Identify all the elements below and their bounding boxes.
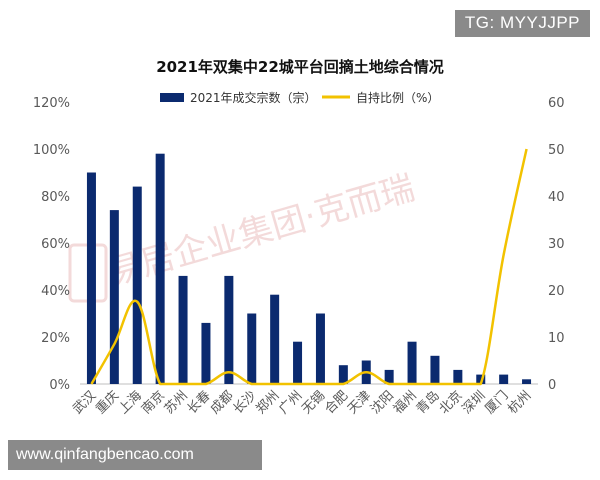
- bar: [293, 341, 303, 384]
- bar: [430, 355, 440, 384]
- left-axis-tick-label: 100%: [33, 143, 70, 158]
- chart-title: 2021年双集中22城平台回摘土地综合情况: [156, 58, 444, 76]
- left-axis-tick-label: 80%: [41, 190, 70, 205]
- x-axis-tick-label: 郑州: [253, 388, 282, 417]
- left-axis: 0% 20% 40% 60% 80% 100% 120%: [33, 96, 70, 393]
- x-axis-tick-label: 杭州: [505, 388, 534, 417]
- chart-svg: 易居企业集团·克而瑞 2021年双集中22城平台回摘土地综合情况 2021年成交…: [33, 58, 565, 418]
- bar: [86, 172, 96, 384]
- x-axis-tick-label: 合肥: [322, 388, 351, 417]
- watermark-text: 易居企业集团·克而瑞: [103, 168, 419, 294]
- bar: [499, 374, 509, 384]
- x-axis-tick-label: 福州: [391, 388, 420, 417]
- x-axis-tick-label: 无锡: [299, 388, 328, 417]
- bar: [270, 294, 280, 384]
- bar: [453, 369, 463, 384]
- x-axis-tick-label: 厦门: [482, 388, 511, 417]
- x-axis-tick-label: 青岛: [413, 388, 443, 418]
- right-axis-tick-label: 30: [548, 237, 565, 252]
- bar: [247, 313, 257, 384]
- bar-series: [86, 153, 532, 384]
- left-axis-tick-label: 60%: [41, 237, 70, 252]
- legend-bar-label: 2021年成交宗数（宗）: [190, 90, 317, 105]
- x-axis-tick-label: 重庆: [92, 388, 122, 418]
- left-axis-tick-label: 120%: [33, 96, 70, 111]
- bar: [476, 374, 486, 384]
- x-axis-tick-label: 天津: [345, 388, 374, 417]
- legend-bar-swatch: [160, 93, 184, 102]
- x-axis-tick-label: 长春: [185, 388, 214, 417]
- bar: [338, 365, 348, 384]
- x-axis-tick-label: 武汉: [70, 388, 99, 417]
- x-axis-tick-label: 成都: [208, 388, 237, 417]
- bar: [384, 369, 394, 384]
- bar: [109, 210, 119, 384]
- bar: [315, 313, 325, 384]
- x-axis-tick-label: 沈阳: [368, 388, 397, 417]
- legend: 2021年成交宗数（宗） 自持比例（%）: [160, 90, 439, 105]
- left-axis-tick-label: 20%: [41, 331, 70, 346]
- left-axis-tick-label: 0%: [49, 378, 70, 393]
- bar: [224, 275, 234, 384]
- right-axis-tick-label: 50: [548, 143, 565, 158]
- line-series-path: [90, 148, 528, 386]
- x-axis-tick-label: 南京: [138, 388, 168, 418]
- right-axis-tick-label: 20: [548, 284, 565, 299]
- x-axis-tick-label: 广州: [276, 388, 305, 417]
- right-axis: 0 10 20 30 40 50 60: [548, 96, 565, 393]
- right-axis-tick-label: 60: [548, 96, 565, 111]
- bar: [522, 379, 532, 384]
- tg-tag: TG: MYYJJPP: [454, 10, 590, 37]
- watermark: 易居企业集团·克而瑞: [68, 168, 419, 303]
- x-axis-tick-label: 长沙: [231, 388, 260, 417]
- bar: [132, 186, 142, 384]
- left-axis-tick-label: 40%: [41, 284, 70, 299]
- x-axis-tick-label: 苏州: [161, 388, 191, 418]
- bar: [407, 341, 417, 384]
- right-axis-tick-label: 0: [548, 378, 556, 393]
- bar: [155, 153, 165, 384]
- bar: [201, 322, 211, 384]
- bar: [178, 275, 188, 384]
- x-axis-tick-label: 北京: [437, 388, 466, 417]
- legend-line-label: 自持比例（%）: [356, 90, 439, 105]
- source-url: www.qinfangbencao.com: [8, 440, 262, 470]
- x-axis-tick-label: 上海: [116, 388, 145, 417]
- right-axis-tick-label: 10: [548, 331, 565, 346]
- line-series: [90, 148, 528, 386]
- right-axis-tick-label: 40: [548, 190, 565, 205]
- x-axis-tick-label: 深圳: [460, 388, 489, 417]
